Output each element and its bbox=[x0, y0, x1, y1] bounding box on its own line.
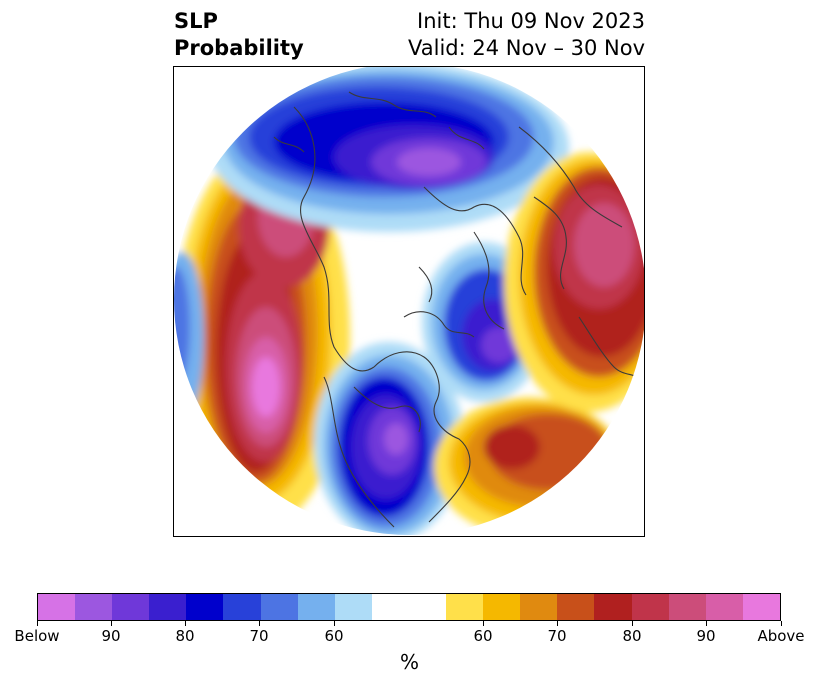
colorbar-swatch bbox=[483, 594, 521, 620]
probability-field bbox=[174, 67, 644, 535]
colorbar-tick-mark bbox=[37, 621, 38, 626]
forecast-dates: Init: Thu 09 Nov 2023 Valid: 24 Nov – 30… bbox=[408, 8, 645, 62]
colorbar-tick-label: 90 bbox=[101, 627, 121, 645]
colorbar-swatch bbox=[408, 594, 447, 620]
probability-colorbar bbox=[37, 593, 781, 621]
colorbar-swatch bbox=[446, 594, 484, 620]
colorbar-swatch bbox=[112, 594, 150, 620]
colorbar-tick-mark bbox=[185, 621, 186, 626]
probability-map bbox=[173, 66, 645, 537]
colorbar-swatch bbox=[742, 594, 780, 620]
colorbar-swatch bbox=[371, 594, 409, 620]
colorbar-swatch bbox=[223, 594, 261, 620]
colorbar-tick-mark bbox=[557, 621, 558, 626]
map-svg bbox=[174, 67, 644, 535]
colorbar-swatch bbox=[557, 594, 595, 620]
colorbar-swatch bbox=[38, 594, 76, 620]
colorbar-swatch bbox=[520, 594, 558, 620]
init-date: Init: Thu 09 Nov 2023 bbox=[417, 9, 645, 33]
colorbar-tick-label: 60 bbox=[473, 627, 493, 645]
colorbar-tick-mark bbox=[706, 621, 707, 626]
colorbar-tick-label: 80 bbox=[175, 627, 195, 645]
colorbar-swatch bbox=[149, 594, 187, 620]
colorbar-swatch bbox=[75, 594, 113, 620]
colorbar-tick-label: 90 bbox=[696, 627, 716, 645]
title-line-1: SLP bbox=[174, 9, 218, 33]
colorbar-swatch bbox=[334, 594, 372, 620]
colorbar-tick-mark bbox=[781, 621, 782, 626]
colorbar-swatch bbox=[260, 594, 298, 620]
colorbar-swatch bbox=[631, 594, 669, 620]
colorbar-tick-mark bbox=[111, 621, 112, 626]
colorbar-unit-label: % bbox=[399, 650, 419, 674]
colorbar-tick-label: Below bbox=[14, 627, 60, 645]
colorbar-tick-mark bbox=[259, 621, 260, 626]
colorbar-swatch bbox=[668, 594, 706, 620]
map-title: SLP Probability bbox=[174, 8, 304, 62]
colorbar-tick-label: 70 bbox=[249, 627, 269, 645]
colorbar-tick-label: Above bbox=[757, 627, 805, 645]
colorbar-swatch bbox=[186, 594, 224, 620]
valid-range: Valid: 24 Nov – 30 Nov bbox=[408, 36, 645, 60]
colorbar-tick-mark bbox=[632, 621, 633, 626]
colorbar-swatch bbox=[705, 594, 743, 620]
colorbar-tick-mark bbox=[483, 621, 484, 626]
colorbar-tick-mark bbox=[334, 621, 335, 626]
title-line-2: Probability bbox=[174, 36, 304, 60]
colorbar-tick-label: 70 bbox=[547, 627, 567, 645]
colorbar-swatch bbox=[297, 594, 335, 620]
colorbar-swatch bbox=[594, 594, 632, 620]
colorbar-tick-label: 80 bbox=[622, 627, 642, 645]
colorbar-tick-label: 60 bbox=[324, 627, 344, 645]
